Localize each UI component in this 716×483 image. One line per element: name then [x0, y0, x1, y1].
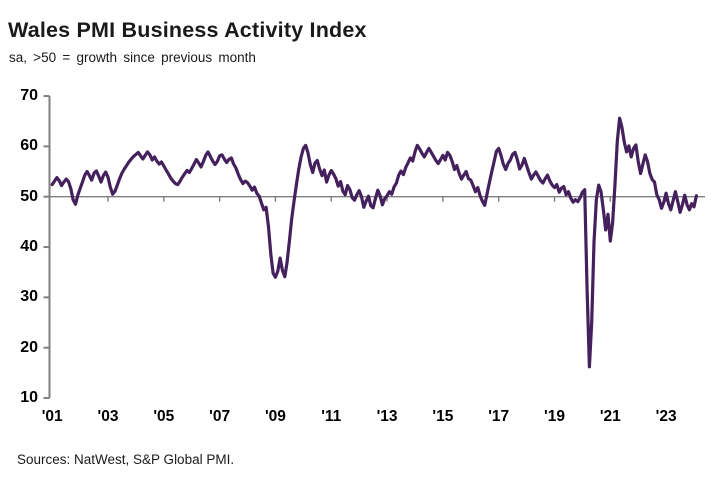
x-tick-label: '03: [97, 408, 119, 425]
y-tick-label: 40: [20, 238, 38, 256]
x-tick-label: '11: [321, 408, 342, 425]
x-tick-label: '05: [153, 408, 175, 425]
y-tick-label: 60: [20, 137, 38, 155]
x-tick-label: '23: [655, 408, 677, 425]
x-tick-label: '09: [264, 408, 286, 425]
y-tick-label: 70: [20, 87, 38, 105]
chart-subtitle: sa, >50 = growth since previous month: [9, 50, 256, 65]
y-tick-label: 30: [20, 288, 38, 306]
y-tick-label: 10: [20, 389, 38, 407]
source-note: Sources: NatWest, S&P Global PMI.: [17, 452, 235, 467]
x-tick-label: '07: [209, 408, 231, 425]
x-tick-label: '01: [41, 408, 63, 425]
x-tick-label: '19: [544, 408, 565, 425]
pmi-series-line: [50, 116, 699, 369]
x-tick-label: '15: [432, 408, 454, 425]
x-tick-label: '13: [376, 408, 398, 425]
y-tick-label: 20: [20, 338, 38, 356]
x-tick-label: '17: [488, 408, 510, 425]
y-tick-label: 50: [20, 187, 38, 205]
chart-title: Wales PMI Business Activity Index: [8, 18, 367, 42]
x-tick-label: '21: [599, 408, 621, 425]
